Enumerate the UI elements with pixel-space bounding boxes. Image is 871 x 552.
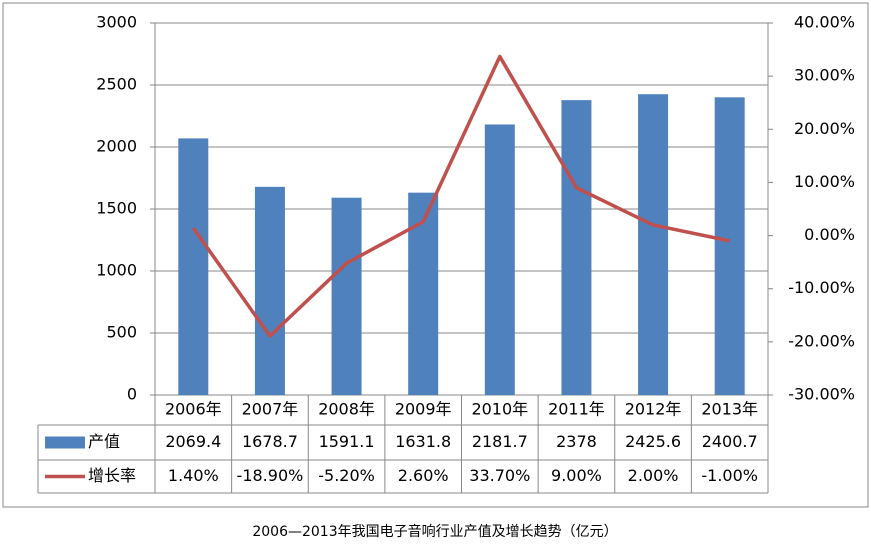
y-tick-label: 2000 (96, 137, 137, 156)
table-value: 33.70% (469, 466, 530, 485)
table-value: 2181.7 (472, 432, 528, 451)
table-value: 1591.1 (319, 432, 375, 451)
y2-tick-label: 0.00% (804, 225, 855, 244)
bar (484, 124, 515, 395)
bar (714, 97, 745, 395)
x-tick-label: 2010年 (471, 400, 528, 419)
bar (331, 197, 362, 395)
y-tick-label: 1000 (96, 261, 137, 280)
table-value: 1.40% (168, 466, 219, 485)
x-tick-label: 2009年 (395, 400, 452, 419)
table-value: -5.20% (318, 466, 375, 485)
x-tick-label: 2008年 (318, 400, 375, 419)
line (191, 54, 731, 338)
y-tick-label: 0 (127, 385, 137, 404)
table-value: 1678.7 (242, 432, 298, 451)
table-value: 9.00% (551, 466, 602, 485)
table-value: -18.90% (237, 466, 304, 485)
bar (178, 138, 209, 395)
y2-tick-label: 20.00% (794, 119, 855, 138)
y-tick-label: 1500 (96, 199, 137, 218)
table-value: 2400.7 (702, 432, 758, 451)
table-value: 2378 (556, 432, 597, 451)
table-value: -1.00% (701, 466, 758, 485)
table-value: 2.60% (398, 466, 449, 485)
legend-label: 产值 (88, 432, 120, 451)
x-tick-label: 2006年 (165, 400, 222, 419)
legend-label: 增长率 (88, 466, 136, 485)
y2-tick-label: -30.00% (788, 385, 855, 404)
y-tick-label: 2500 (96, 75, 137, 94)
x-tick-label: 2013年 (701, 400, 758, 419)
legend-swatch (45, 436, 85, 449)
table-value: 2425.6 (625, 432, 681, 451)
table-value: 2069.4 (165, 432, 221, 451)
x-tick-label: 2012年 (625, 400, 682, 419)
bar (638, 94, 669, 396)
table-value: 1631.8 (395, 432, 451, 451)
chart-title: 2006—2013年我国电子音响行业产值及增长趋势（亿元） (252, 523, 617, 540)
table-value: 2.00% (628, 466, 679, 485)
y2-tick-label: -20.00% (788, 331, 855, 350)
x-tick-label: 2011年 (548, 400, 605, 419)
y-tick-label: 3000 (96, 13, 137, 32)
y2-tick-label: -10.00% (788, 278, 855, 297)
y2-tick-label: 40.00% (794, 13, 855, 32)
x-tick-label: 2007年 (242, 400, 299, 419)
bar (561, 100, 592, 396)
y2-tick-label: 10.00% (794, 172, 855, 191)
y-tick-label: 500 (106, 323, 137, 342)
y2-tick-label: 30.00% (794, 66, 855, 85)
bar (254, 186, 285, 395)
